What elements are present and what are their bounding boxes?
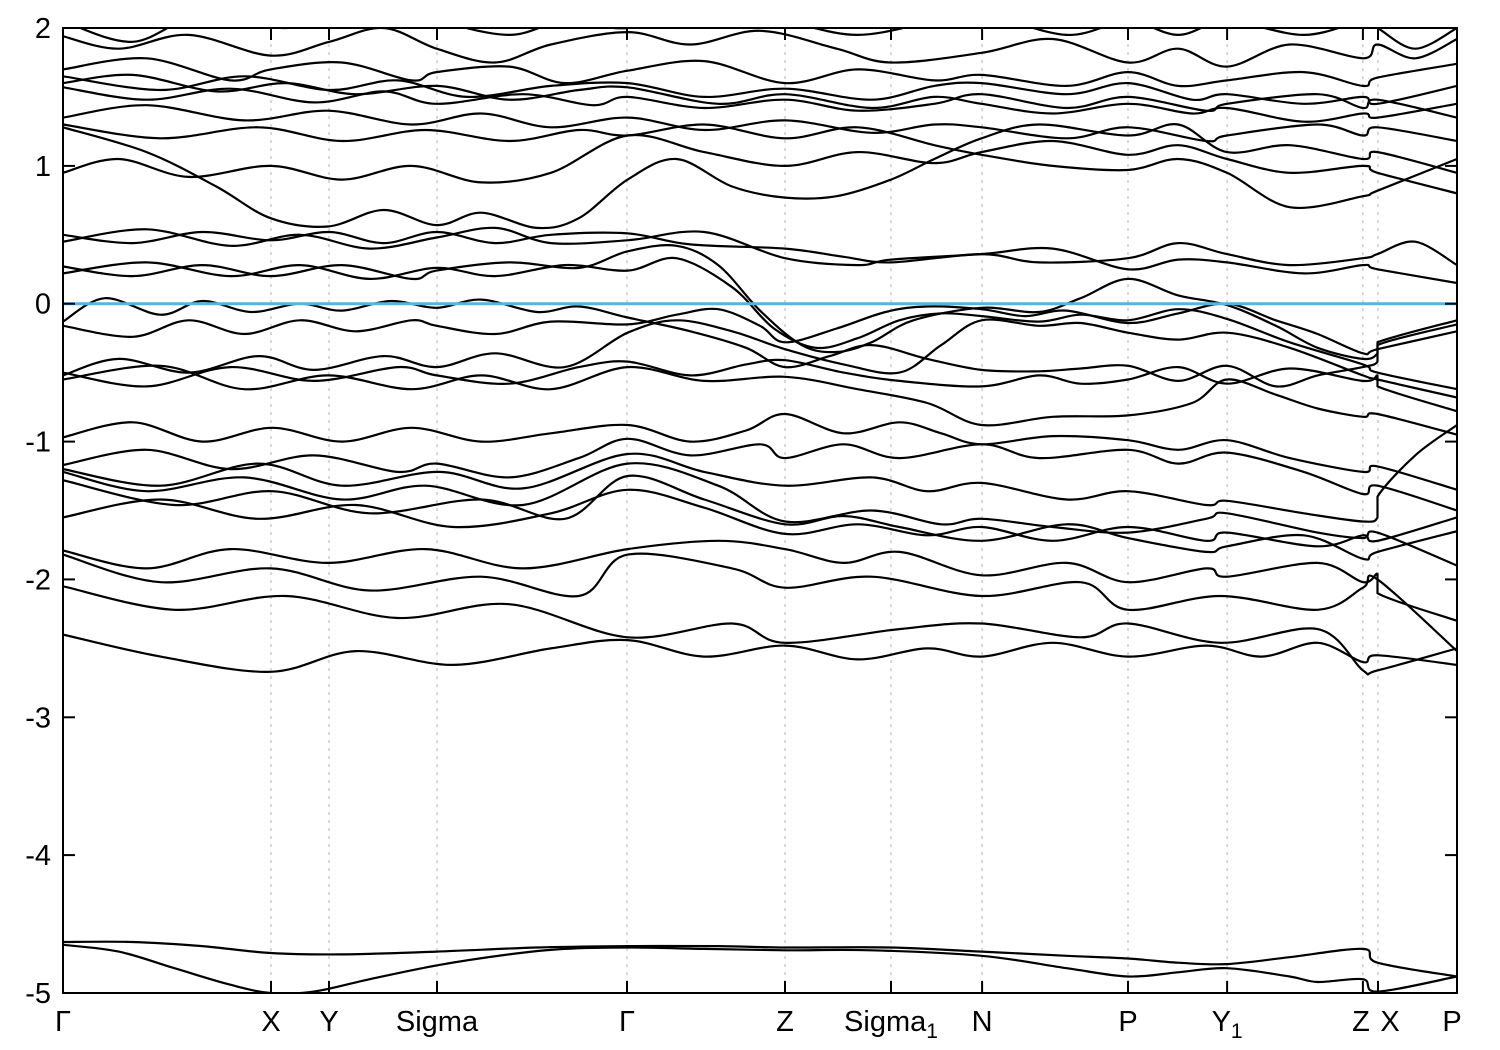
band-curve [63,552,1457,653]
band-curve [63,302,1457,356]
band-curve [63,585,1457,676]
y-tick-label: 0 [35,289,51,321]
y-tick-label: -1 [25,427,51,459]
band-curve [63,943,1457,993]
band-curve [63,474,1457,561]
band-curve [63,318,1457,399]
band-curve [63,57,1457,88]
band-curve [63,539,1457,622]
band-curve [77,28,1457,50]
band-curve [63,462,1457,567]
band-curve [63,358,1457,413]
k-point-label: N [972,1006,993,1038]
k-point-label: Sigma [396,1006,479,1038]
band-curve [63,86,1457,119]
k-point-label: X [1380,1006,1399,1038]
band-curve [63,28,1457,68]
y-tick-label: 2 [35,13,51,45]
k-point-label: Y [319,1006,338,1038]
k-point-label: P [1118,1006,1137,1038]
band-curve [63,244,1457,361]
k-point-label: X [261,1006,280,1038]
band-curve [63,133,1457,195]
band-curve [63,940,1457,978]
k-point-label: Z [1352,1006,1370,1038]
band-curve [63,364,1457,436]
plot-border [62,27,1458,994]
y-tick-label: -3 [25,702,51,734]
k-point-label: P [1442,1006,1461,1038]
band-curves [63,28,1457,993]
y-tick-label: -4 [25,840,51,872]
k-point-label: Γ [55,1006,71,1038]
band-curve [63,437,1457,512]
band-curve [63,488,1457,548]
y-tick-label: -2 [25,564,51,596]
y-axis: 2 1 0 -1 -2 -3 -4 -5 [25,13,1457,1010]
band-curve [63,73,1457,123]
k-point-label: Sigma1 [844,1006,938,1043]
k-point-label: Z [776,1006,794,1038]
y-tick-label: -5 [25,978,51,1010]
k-point-label: Y1 [1212,1006,1243,1043]
y-tick-label: 1 [35,151,51,183]
band-curve [63,412,1457,491]
x-axis: Γ X Y Sigma Γ Z Sigma1 N P Y1 Z X P [55,28,1462,1043]
band-curve [63,226,1457,285]
band-curve [63,123,1457,230]
band-curve [63,123,1457,210]
band-curve [63,423,1457,523]
band-curve [63,633,1457,673]
band-curve [63,230,1457,267]
k-point-label: Γ [619,1006,635,1038]
band-curve [63,256,1457,391]
